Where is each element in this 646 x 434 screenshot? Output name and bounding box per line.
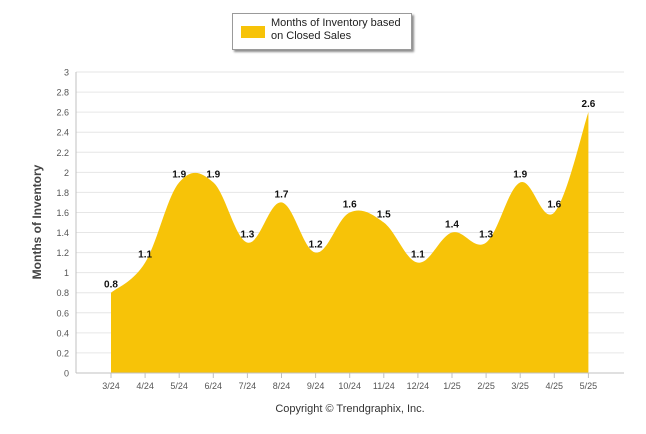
data-label: 1.6 (343, 199, 357, 210)
data-label: 0.8 (104, 280, 118, 291)
x-tick-label: 5/25 (580, 381, 598, 391)
data-label: 1.6 (547, 199, 561, 210)
y-tick-label: 0.8 (56, 288, 69, 298)
data-label: 1.4 (445, 220, 459, 231)
x-tick-label: 1/25 (443, 381, 461, 391)
y-tick-label: 2 (64, 168, 69, 178)
y-tick-label: 1.2 (56, 248, 69, 258)
y-tick-label: 1.4 (56, 228, 69, 238)
x-tick-label: 4/25 (546, 381, 564, 391)
x-tick-label: 8/24 (273, 381, 291, 391)
legend-label-line2: on Closed Sales (271, 30, 352, 42)
data-label: 2.6 (581, 99, 595, 110)
y-tick-label: 3 (64, 68, 69, 78)
y-tick-label: 0.4 (56, 328, 69, 338)
x-tick-label: 10/24 (338, 381, 361, 391)
y-tick-label: 2.2 (56, 148, 69, 158)
y-tick-label: 2.8 (56, 88, 69, 98)
x-tick-label: 12/24 (407, 381, 430, 391)
legend-swatch (241, 26, 265, 38)
y-tick-label: 2.6 (56, 108, 69, 118)
data-label: 1.5 (377, 210, 391, 221)
legend-label-line1: Months of Inventory based (271, 17, 401, 29)
y-tick-label: 0 (64, 369, 69, 379)
data-label: 1.2 (309, 240, 323, 251)
x-tick-label: 3/24 (102, 381, 120, 391)
data-label: 1.3 (240, 230, 254, 241)
data-label: 1.1 (411, 250, 425, 261)
x-tick-labels: 3/24 4/24 5/24 6/24 7/24 8/24 9/24 10/24 11/24 12… (102, 373, 597, 391)
y-tick-label: 1.8 (56, 188, 69, 198)
x-tick-label: 6/24 (205, 381, 223, 391)
y-tick-label: 2.4 (56, 128, 69, 138)
x-tick-label: 5/24 (170, 381, 188, 391)
series-area (111, 112, 589, 373)
x-tick-label: 3/25 (511, 381, 529, 391)
copyright-text: Copyright © Trendgraphix, Inc. (275, 403, 425, 415)
data-label: 1.9 (172, 169, 186, 180)
y-tick-label: 0.2 (56, 348, 69, 358)
y-tick-label: 1 (64, 268, 69, 278)
series-area-path (111, 112, 589, 373)
data-label: 1.1 (138, 250, 152, 261)
legend-label: Months of Inventory based on Closed Sale… (271, 17, 411, 43)
data-label: 1.7 (275, 189, 289, 200)
data-labels: 0.8 1.1 1.9 1.9 1.3 1.7 1.2 1.6 1.5 1.1 1.4 1.3 1.9 1… (104, 99, 596, 291)
y-tick-label: 1.6 (56, 208, 69, 218)
legend: Months of Inventory based on Closed Sale… (232, 13, 412, 50)
x-tick-label: 11/24 (373, 381, 395, 391)
y-axis-title: Months of Inventory (30, 164, 44, 279)
x-tick-label: 2/25 (477, 381, 495, 391)
data-label: 1.9 (206, 169, 220, 180)
x-tick-label: 7/24 (239, 381, 257, 391)
y-tick-labels: 0 0.2 0.4 0.6 0.8 1 1.2 1.4 1.6 1.8 2 2.2 2.4 2.6 2.8 3 (56, 68, 69, 379)
data-label: 1.3 (479, 230, 493, 241)
y-tick-label: 0.6 (56, 308, 69, 318)
data-label: 1.9 (513, 169, 527, 180)
x-tick-label: 4/24 (136, 381, 154, 391)
x-tick-label: 9/24 (307, 381, 325, 391)
